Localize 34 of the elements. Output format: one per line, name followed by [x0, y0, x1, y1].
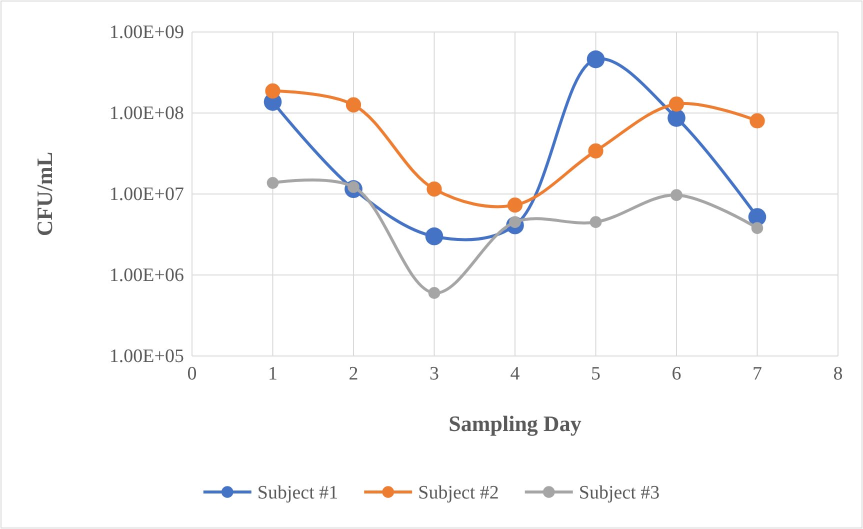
point	[668, 108, 686, 127]
x-tick-label: 0	[187, 363, 197, 384]
point	[265, 83, 280, 99]
y-tick-label: 1.00E+09	[109, 22, 184, 44]
point	[346, 97, 362, 112]
point	[590, 216, 602, 228]
point	[428, 287, 440, 299]
point	[425, 227, 444, 246]
y-tick-label: 1.00E+05	[109, 346, 184, 368]
y-tick-label: 1.00E+06	[109, 265, 184, 286]
legend-label: Subject #2	[418, 482, 499, 504]
x-tick-label: 3	[430, 363, 439, 384]
legend-label: Subject #3	[578, 482, 660, 504]
x-tick-label: 1	[268, 363, 278, 384]
x-tick-label: 7	[752, 363, 762, 384]
point	[670, 189, 682, 201]
y-axis-title: CFU/mL	[32, 152, 57, 236]
point	[507, 198, 523, 213]
point	[750, 113, 765, 128]
y-tick-label: 1.00E+08	[109, 103, 184, 124]
x-tick-label: 2	[348, 363, 358, 384]
point	[426, 182, 442, 197]
point	[751, 222, 764, 234]
x-axis-title: Sampling Day	[448, 411, 582, 436]
y-tick-label: 1.00E+07	[109, 184, 184, 206]
point	[586, 50, 605, 68]
point	[266, 177, 279, 189]
point	[668, 96, 684, 112]
x-tick-label: 5	[591, 363, 600, 384]
legend-label: Subject #1	[257, 482, 338, 504]
x-tick-label: 4	[510, 363, 520, 384]
x-tick-label: 6	[672, 363, 682, 384]
x-tick-label: 8	[833, 363, 843, 384]
point	[588, 143, 604, 159]
